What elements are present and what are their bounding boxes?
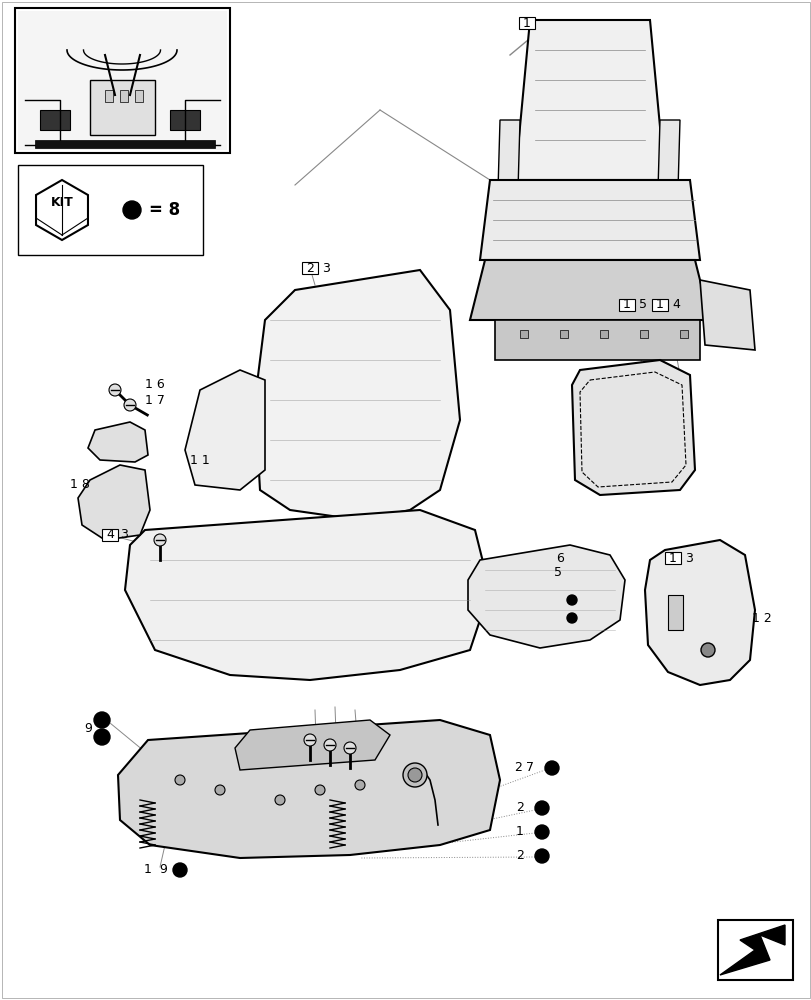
Bar <box>18 11 227 150</box>
Text: 6: 6 <box>556 552 564 564</box>
Text: 3: 3 <box>120 528 128 542</box>
Circle shape <box>544 761 558 775</box>
Text: 5: 5 <box>638 298 646 312</box>
Bar <box>105 90 113 102</box>
Text: 3: 3 <box>684 552 692 564</box>
Polygon shape <box>118 720 500 858</box>
Text: 2: 2 <box>516 849 523 862</box>
Bar <box>679 330 687 338</box>
Circle shape <box>324 739 336 751</box>
Text: 7: 7 <box>526 761 534 774</box>
Text: KIT: KIT <box>50 196 73 209</box>
Bar <box>90 80 155 135</box>
Text: 1 2: 1 2 <box>751 611 771 624</box>
Polygon shape <box>657 120 679 190</box>
Text: 5: 5 <box>553 566 561 580</box>
Polygon shape <box>78 465 150 540</box>
Circle shape <box>154 534 165 546</box>
Polygon shape <box>467 545 624 648</box>
Circle shape <box>175 775 185 785</box>
Polygon shape <box>699 280 754 350</box>
Text: 1 7: 1 7 <box>145 393 165 406</box>
Circle shape <box>109 384 121 396</box>
FancyBboxPatch shape <box>302 262 318 274</box>
FancyBboxPatch shape <box>664 552 680 564</box>
Circle shape <box>534 825 548 839</box>
Circle shape <box>402 763 427 787</box>
Text: 1 6: 1 6 <box>145 378 165 391</box>
Polygon shape <box>479 180 699 260</box>
Text: 2: 2 <box>513 761 521 774</box>
Text: 1: 1 <box>622 298 630 312</box>
Bar <box>135 90 143 102</box>
Circle shape <box>700 643 714 657</box>
Text: 2: 2 <box>306 261 314 274</box>
Polygon shape <box>719 925 784 975</box>
Circle shape <box>566 595 577 605</box>
Circle shape <box>407 768 422 782</box>
Polygon shape <box>35 140 215 148</box>
Polygon shape <box>185 370 264 490</box>
Circle shape <box>173 863 187 877</box>
Polygon shape <box>36 180 88 240</box>
Bar <box>560 330 568 338</box>
Text: 1: 1 <box>144 863 152 876</box>
Circle shape <box>534 801 548 815</box>
Bar <box>18 165 203 255</box>
Circle shape <box>94 712 109 728</box>
Text: 1: 1 <box>522 17 530 30</box>
Bar <box>15 8 230 153</box>
Circle shape <box>566 613 577 623</box>
Bar <box>717 920 792 980</box>
Text: = 8: = 8 <box>149 201 180 219</box>
Polygon shape <box>497 120 519 190</box>
Circle shape <box>215 785 225 795</box>
Text: 1: 1 <box>655 298 663 312</box>
Circle shape <box>94 729 109 745</box>
FancyBboxPatch shape <box>518 17 534 29</box>
FancyBboxPatch shape <box>102 529 118 541</box>
Circle shape <box>354 780 365 790</box>
FancyBboxPatch shape <box>651 299 667 311</box>
Bar <box>667 595 682 630</box>
Bar <box>519 330 527 338</box>
Bar <box>169 110 200 130</box>
Text: 3: 3 <box>322 261 329 274</box>
Text: 1: 1 <box>668 552 676 564</box>
Text: 2: 2 <box>516 801 523 814</box>
Polygon shape <box>514 20 664 180</box>
Polygon shape <box>470 260 709 320</box>
Circle shape <box>124 399 135 411</box>
Polygon shape <box>234 720 389 770</box>
Polygon shape <box>644 540 754 685</box>
Text: 4: 4 <box>672 298 679 312</box>
Circle shape <box>344 742 355 754</box>
Text: 1: 1 <box>516 825 523 838</box>
Circle shape <box>303 734 315 746</box>
Circle shape <box>315 785 324 795</box>
Circle shape <box>122 201 141 219</box>
Bar <box>599 330 607 338</box>
Polygon shape <box>125 510 489 680</box>
Polygon shape <box>88 422 148 462</box>
Polygon shape <box>495 320 699 360</box>
Bar <box>639 330 647 338</box>
Text: 1 8: 1 8 <box>70 479 90 491</box>
Bar <box>120 90 128 102</box>
Text: 4: 4 <box>106 528 114 542</box>
Polygon shape <box>255 270 460 520</box>
Polygon shape <box>571 360 694 495</box>
Text: 1 1: 1 1 <box>190 454 209 466</box>
Circle shape <box>275 795 285 805</box>
Text: 9: 9 <box>159 863 167 876</box>
Text: 9: 9 <box>84 722 92 734</box>
FancyBboxPatch shape <box>618 299 634 311</box>
Bar <box>40 110 70 130</box>
Circle shape <box>534 849 548 863</box>
